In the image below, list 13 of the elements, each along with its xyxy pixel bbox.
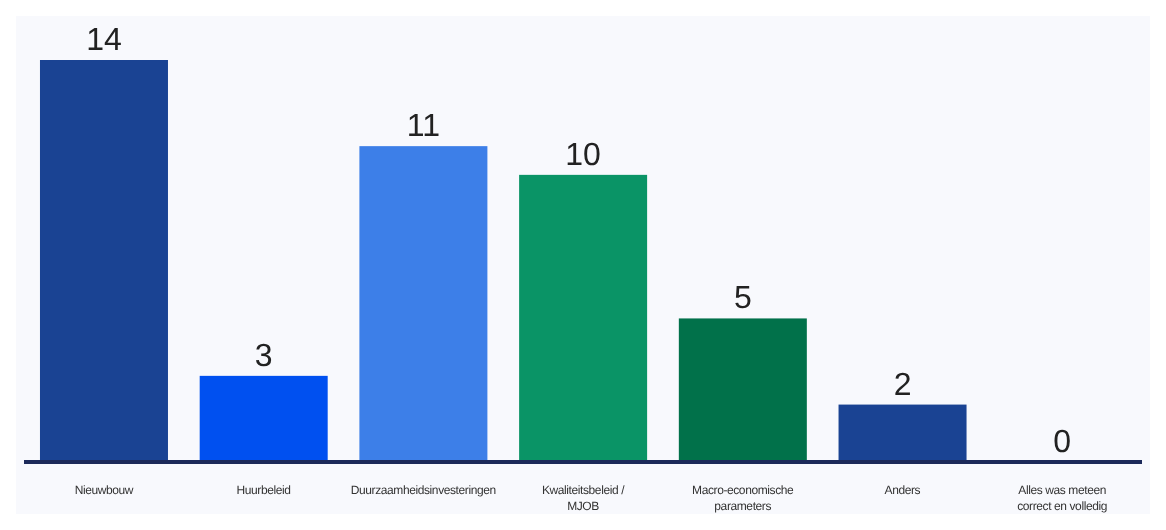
data-label: 10 bbox=[565, 138, 602, 173]
data-label: 14 bbox=[86, 24, 122, 58]
bar bbox=[838, 404, 967, 462]
data-label: 11 bbox=[406, 110, 441, 145]
data-label: 3 bbox=[254, 339, 273, 374]
bar bbox=[359, 146, 488, 462]
bar bbox=[199, 375, 328, 462]
data-label: 0 bbox=[1053, 426, 1072, 460]
bar bbox=[39, 60, 168, 462]
bar bbox=[678, 318, 807, 462]
bar bbox=[519, 174, 648, 462]
data-label: 2 bbox=[893, 368, 912, 403]
data-label: 5 bbox=[733, 282, 752, 317]
